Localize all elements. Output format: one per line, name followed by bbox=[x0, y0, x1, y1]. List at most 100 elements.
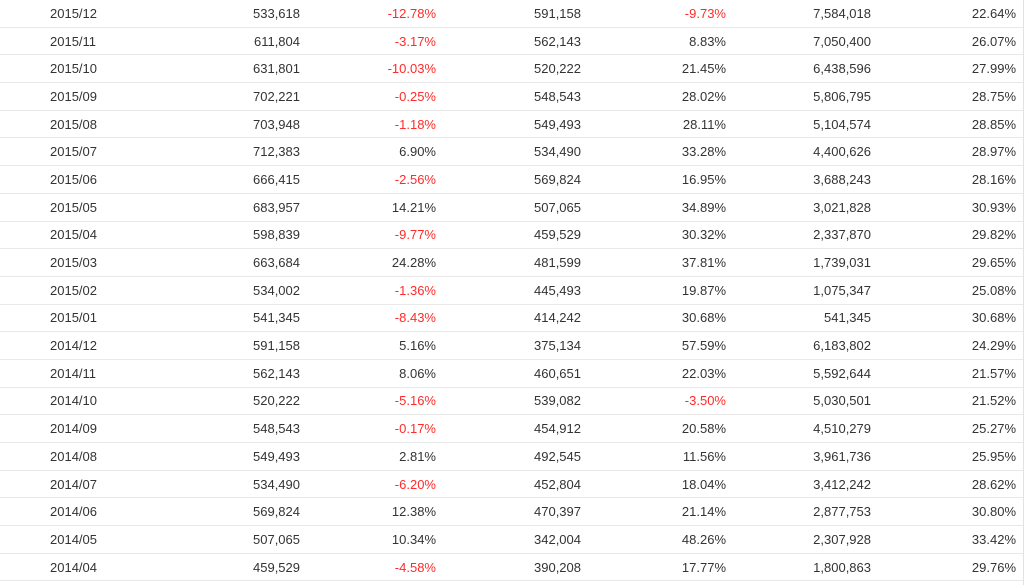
row-period: 2014/05 bbox=[50, 531, 97, 547]
table-cell: 25.95% bbox=[971, 448, 1016, 464]
table-cell: 548,543 bbox=[253, 421, 300, 437]
table-cell: 28.02% bbox=[681, 88, 726, 104]
table-cell: -5.16% bbox=[394, 393, 436, 409]
table-cell: 1,739,031 bbox=[813, 255, 871, 271]
table-cell: 6.90% bbox=[399, 144, 436, 160]
table-cell: 37.81% bbox=[681, 255, 726, 271]
table-cell: 21.14% bbox=[681, 504, 726, 520]
table-row: 2014/06 569,824 12.38% 470,397 21.14% 2,877,7… bbox=[0, 498, 1023, 527]
table-cell: 666,415 bbox=[253, 171, 300, 187]
table-cell: -9.73% bbox=[684, 5, 726, 21]
table-cell: 390,208 bbox=[534, 559, 581, 575]
table-cell: 21.57% bbox=[971, 365, 1016, 381]
table-cell: 16.95% bbox=[681, 171, 726, 187]
table-cell: 562,143 bbox=[534, 33, 581, 49]
table-cell: 17.77% bbox=[681, 559, 726, 575]
table-cell: 29.65% bbox=[971, 255, 1016, 271]
table-cell: 3,961,736 bbox=[813, 448, 871, 464]
table-cell: 702,221 bbox=[253, 88, 300, 104]
table-cell: -2.56% bbox=[394, 171, 436, 187]
table-cell: 591,158 bbox=[534, 5, 581, 21]
table-cell: 663,684 bbox=[253, 255, 300, 271]
table-cell: 3,021,828 bbox=[813, 199, 871, 215]
table-cell: 548,543 bbox=[534, 88, 581, 104]
table-cell: 33.28% bbox=[681, 144, 726, 160]
table-cell: 18.04% bbox=[681, 476, 726, 492]
row-period: 2015/02 bbox=[50, 282, 97, 298]
row-period: 2014/07 bbox=[50, 476, 97, 492]
table-cell: -3.50% bbox=[684, 393, 726, 409]
table-cell: -1.36% bbox=[394, 282, 436, 298]
table-cell: 11.56% bbox=[682, 448, 726, 464]
table-cell: 452,804 bbox=[534, 476, 581, 492]
table-cell: 7,584,018 bbox=[813, 5, 871, 21]
table-row: 2015/11 611,804 -3.17% 562,143 8.83% 7,050,40… bbox=[0, 28, 1023, 56]
table-cell: 20.58% bbox=[681, 421, 726, 437]
table-cell: 569,824 bbox=[253, 504, 300, 520]
table-cell: 28.97% bbox=[971, 144, 1016, 160]
table-cell: 12.38% bbox=[391, 504, 436, 520]
row-period: 2014/06 bbox=[50, 504, 97, 520]
table-cell: 19.87% bbox=[681, 282, 726, 298]
table-cell: 21.52% bbox=[971, 393, 1016, 409]
table-cell: 5,592,644 bbox=[813, 365, 871, 381]
table-cell: 28.85% bbox=[971, 116, 1016, 132]
table-cell: 611,804 bbox=[253, 33, 300, 49]
table-cell: 6,438,596 bbox=[813, 61, 871, 77]
table-cell: 5,104,574 bbox=[813, 116, 871, 132]
table-cell: -3.17% bbox=[394, 33, 436, 49]
table-cell: 3,688,243 bbox=[813, 171, 871, 187]
table-cell: 492,545 bbox=[534, 448, 581, 464]
table-cell: 28.75% bbox=[971, 88, 1016, 104]
table-row: 2015/06 666,415 -2.56% 569,824 16.95% 3,688,2… bbox=[0, 166, 1023, 194]
table-row: 2015/01 541,345 -8.43% 414,242 30.68% 541,345… bbox=[0, 305, 1023, 333]
table-cell: -4.58% bbox=[394, 559, 436, 575]
table-row: 2015/03 663,684 24.28% 481,599 37.81% 1,739,0… bbox=[0, 249, 1023, 277]
table-cell: 2.81% bbox=[399, 448, 436, 464]
table-cell: 445,493 bbox=[534, 282, 581, 298]
table-cell: 30.32% bbox=[681, 227, 726, 243]
table-row: 2015/08 703,948 -1.18% 549,493 28.11% 5,104,5… bbox=[0, 111, 1023, 139]
table-cell: -0.25% bbox=[394, 88, 436, 104]
table-row: 2014/05 507,065 10.34% 342,004 48.26% 2,307,9… bbox=[0, 526, 1023, 554]
table-cell: 562,143 bbox=[253, 365, 300, 381]
table-cell: 2,877,753 bbox=[813, 504, 871, 520]
table-cell: 598,839 bbox=[253, 227, 300, 243]
table-cell: 539,082 bbox=[534, 393, 581, 409]
table-row: 2014/07 534,490 -6.20% 452,804 18.04% 3,412,2… bbox=[0, 471, 1023, 499]
row-period: 2015/10 bbox=[50, 61, 97, 77]
table-row: 2015/09 702,221 -0.25% 548,543 28.02% 5,806,7… bbox=[0, 83, 1023, 111]
table-cell: -8.43% bbox=[394, 310, 436, 326]
table-cell: -1.18% bbox=[394, 116, 436, 132]
table-cell: 21.45% bbox=[681, 61, 726, 77]
table-cell: -12.78% bbox=[387, 5, 436, 21]
table-cell: 26.07% bbox=[971, 33, 1016, 49]
table-row: 2014/11 562,143 8.06% 460,651 22.03% 5,592,64… bbox=[0, 360, 1023, 388]
table-cell: 30.68% bbox=[681, 310, 726, 326]
table-row: 2014/04 459,529 -4.58% 390,208 17.77% 1,800,8… bbox=[0, 554, 1023, 582]
row-period: 2015/09 bbox=[50, 88, 97, 104]
table-row: 2015/12 533,618 -12.78% 591,158 -9.73% 7,584,… bbox=[0, 0, 1023, 28]
table-cell: 28.62% bbox=[971, 476, 1016, 492]
row-period: 2014/04 bbox=[50, 559, 97, 575]
table-cell: 507,065 bbox=[253, 531, 300, 547]
table-cell: 30.80% bbox=[971, 504, 1016, 520]
table-cell: 25.27% bbox=[971, 421, 1016, 437]
table-cell: 22.03% bbox=[681, 365, 726, 381]
table-row: 2015/10 631,801 -10.03% 520,222 21.45% 6,438,… bbox=[0, 55, 1023, 84]
table-row: 2015/05 683,957 14.21% 507,065 34.89% 3,021,8… bbox=[0, 194, 1023, 222]
row-period: 2014/09 bbox=[50, 421, 97, 437]
table-cell: 8.83% bbox=[689, 33, 726, 49]
row-period: 2015/05 bbox=[50, 199, 97, 215]
table-cell: 631,801 bbox=[253, 61, 300, 77]
row-period: 2015/12 bbox=[50, 5, 97, 21]
table-row: 2014/10 520,222 -5.16% 539,082 -3.50% 5,030,5… bbox=[0, 388, 1023, 416]
table-cell: 24.29% bbox=[971, 338, 1016, 354]
table-cell: 534,490 bbox=[534, 144, 581, 160]
table-cell: 5,030,501 bbox=[813, 393, 871, 409]
table-cell: 549,493 bbox=[534, 116, 581, 132]
table-cell: -0.17% bbox=[394, 421, 436, 437]
row-period: 2015/07 bbox=[50, 144, 97, 160]
